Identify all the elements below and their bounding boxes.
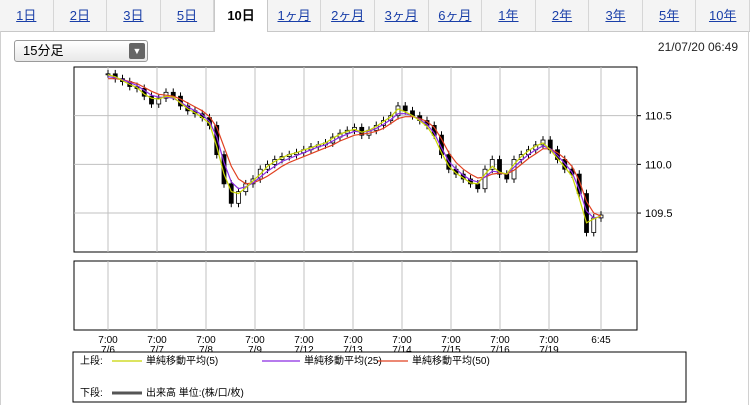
y-tick-label: 110.0 [645, 159, 672, 171]
tab-6[interactable]: 2ヶ月 [321, 0, 375, 31]
tab-1[interactable]: 2日 [54, 0, 108, 31]
candle-body [504, 173, 510, 180]
interval-select[interactable]: 15分足 ▼ [14, 40, 148, 62]
price-panel [73, 66, 638, 253]
candle-body [149, 95, 154, 105]
tab-13[interactable]: 10年 [696, 0, 750, 31]
tab-2[interactable]: 3日 [107, 0, 161, 31]
tab-3[interactable]: 5日 [161, 0, 215, 31]
candle-body [236, 191, 241, 204]
x-tick-date: 7/7 [150, 345, 164, 356]
x-tick-time: 6:45 [591, 335, 611, 346]
legend-box: 上段: 単純移動平均(5) 単純移動平均(25) 単純移動平均(50) 下段: … [72, 351, 687, 403]
candle-body [497, 159, 502, 175]
x-axis: 7:007/67:007/77:007/87:007/97:007/127:00… [98, 335, 611, 356]
chevron-down-icon: ▼ [129, 43, 145, 59]
tab-8[interactable]: 6ヶ月 [429, 0, 483, 31]
chart-timestamp: 21/07/20 06:49 [657, 40, 738, 54]
x-tick-time: 7:00 [490, 335, 510, 346]
legend-lower-label: 下段: [80, 386, 103, 399]
x-tick-time: 7:00 [343, 335, 363, 346]
candle-body [489, 159, 495, 170]
legend-sma50: 単純移動平均(50) [412, 354, 490, 367]
volume-plot-area [73, 260, 638, 331]
tab-9[interactable]: 1年 [482, 0, 536, 31]
candle-body [156, 97, 162, 105]
x-tick-date: 7/8 [199, 345, 213, 356]
x-tick-date: 7/6 [101, 345, 115, 356]
period-tabs: 1日 2日 3日 5日 10日 1ヶ月 2ヶ月 3ヶ月 6ヶ月 1年 2年 3年 5年 10年 [0, 0, 750, 32]
tab-5[interactable]: 1ヶ月 [268, 0, 322, 31]
x-tick-date: 7/14 [392, 345, 412, 356]
x-tick-time: 7:00 [539, 335, 559, 346]
sma5-line [107, 74, 602, 224]
y-tick-label: 109.5 [645, 208, 673, 220]
candle-body [402, 105, 408, 112]
x-tick-date: 7/15 [441, 345, 461, 356]
tab-10[interactable]: 2年 [536, 0, 590, 31]
x-tick-date: 7/13 [343, 345, 363, 356]
tab-0[interactable]: 1日 [0, 0, 54, 31]
legend-sma5: 単純移動平均(5) [146, 354, 218, 367]
x-tick-time: 7:00 [441, 335, 461, 346]
x-tick-time: 7:00 [147, 335, 167, 346]
x-tick-date: 7/19 [539, 345, 559, 356]
x-tick-time: 7:00 [294, 335, 314, 346]
x-tick-time: 7:00 [392, 335, 412, 346]
volume-panel [73, 260, 638, 331]
y-tick-label: 110.5 [645, 111, 672, 123]
legend-sma25: 単純移動平均(25) [304, 354, 382, 367]
tab-12[interactable]: 5年 [643, 0, 697, 31]
x-tick-time: 7:00 [98, 335, 118, 346]
x-tick-date: 7/16 [490, 345, 510, 356]
legend-volume: 出来高 単位:(株/口/枚) [146, 386, 244, 399]
tab-11[interactable]: 3年 [589, 0, 643, 31]
legend-upper-label: 上段: [80, 354, 103, 367]
sma50-line [108, 78, 602, 217]
interval-select-value: 15分足 [23, 43, 64, 58]
x-tick-time: 7:00 [196, 335, 216, 346]
tab-7[interactable]: 3ヶ月 [375, 0, 429, 31]
y-axis: 110.5 110.0 109.5 [637, 111, 673, 220]
candle-body [228, 183, 234, 204]
x-tick-date: 7/12 [294, 345, 314, 356]
tab-4[interactable]: 10日 [214, 0, 268, 32]
sma25-line [107, 76, 602, 219]
candle-body [475, 183, 481, 190]
x-tick-date: 7/9 [248, 345, 262, 356]
x-tick-time: 7:00 [245, 335, 265, 346]
